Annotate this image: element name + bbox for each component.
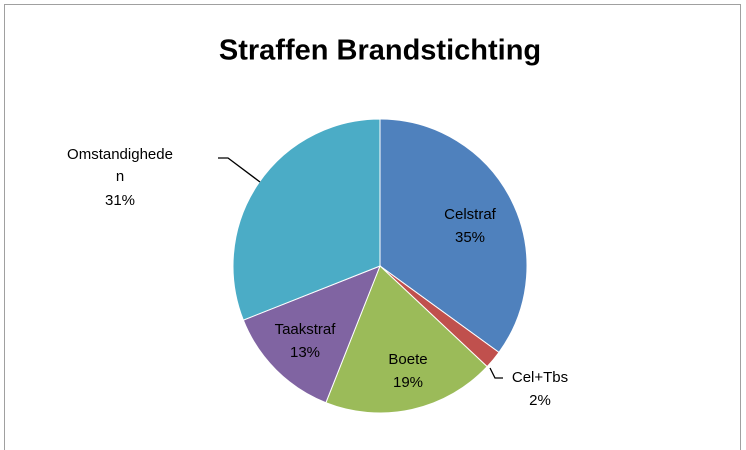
slice-value-label: 19% [393, 374, 423, 391]
slice-label: Boete [388, 351, 427, 368]
slice-value-label: 2% [529, 392, 551, 409]
pie-slice [232, 118, 381, 321]
leader-line [218, 157, 261, 183]
slice-value-label: 35% [455, 229, 485, 246]
leader-line [489, 367, 503, 379]
pie-slice [325, 265, 488, 414]
chart-title: Straffen Brandstichting [219, 35, 541, 67]
pie-slice [379, 118, 528, 354]
slice-label: Taakstraf [275, 321, 337, 338]
slice-label: Cel+Tbs [512, 369, 568, 386]
slice-value-label: 13% [290, 344, 320, 361]
slice-label: Celstraf [444, 206, 497, 223]
pie-slice [242, 265, 381, 404]
slice-value-label: 31% [104, 192, 136, 209]
slice-label: Omstandigheden [67, 146, 173, 185]
